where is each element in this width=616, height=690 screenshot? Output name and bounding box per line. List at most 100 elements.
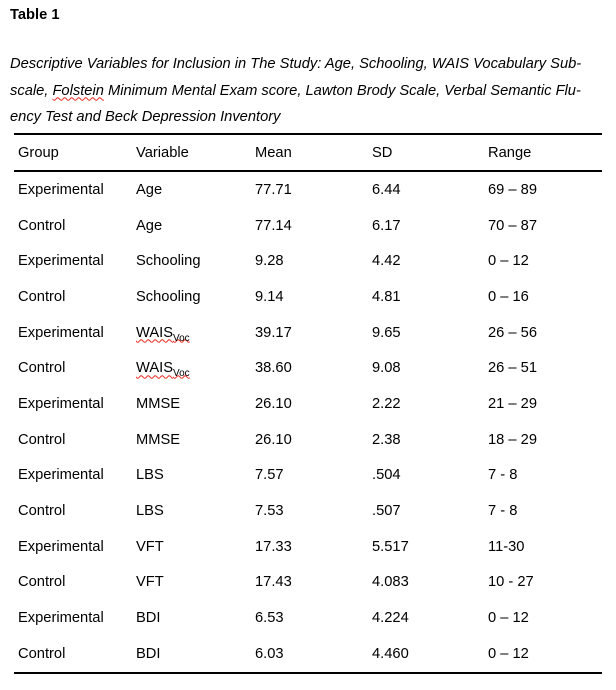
cell-sd: 4.083 (372, 574, 409, 591)
table-row: Control LBS 7.53 .507 7 - 8 (14, 493, 602, 529)
cell-variable: Schooling (136, 288, 201, 305)
table-number-label: Table 1 (10, 7, 60, 23)
table-row: Experimental Age 77.71 6.44 69 – 89 (14, 171, 602, 208)
cell-mean: 6.03 (255, 645, 284, 662)
cell-variable: MMSE (136, 395, 181, 412)
cell-variable: LBS (136, 467, 164, 484)
table-row: Control Schooling 9.14 4.81 0 – 16 (14, 279, 602, 315)
column-header-mean: Mean (251, 134, 368, 172)
cell-range: 7 - 8 (488, 467, 518, 484)
cell-group: Experimental (18, 538, 104, 555)
caption-line-1: Descriptive Variables for Inclusion in T… (10, 56, 582, 72)
cell-group: Experimental (18, 253, 104, 270)
cell-range: 21 – 29 (488, 395, 538, 412)
caption-line-3: ency Test and Beck Depression Inventory (10, 109, 281, 125)
cell-sd: 6.17 (372, 217, 401, 234)
cell-range: 0 – 12 (488, 253, 529, 270)
cell-range: 7 - 8 (488, 503, 518, 520)
cell-variable: MMSE (136, 431, 181, 448)
cell-sd: 9.08 (372, 360, 401, 377)
table-row: Experimental BDI 6.53 4.224 0 – 12 (14, 600, 602, 636)
cell-range: 11-30 (488, 538, 525, 555)
caption-line-2: scale, Folstein Minimum Mental Exam scor… (10, 78, 610, 105)
cell-group: Experimental (18, 324, 104, 341)
table-row: Experimental MMSE 26.10 2.22 21 – 29 (14, 386, 602, 422)
table-row: Experimental Schooling 9.28 4.42 0 – 12 (14, 243, 602, 279)
table-row: Experimental LBS 7.57 .504 7 - 8 (14, 458, 602, 494)
cell-group: Control (18, 574, 66, 591)
table-row: Experimental WAISVoc 39.17 9.65 26 – 56 (14, 315, 602, 351)
caption-line-2-post: Minimum Mental Exam score, Lawton Brody … (103, 82, 581, 99)
cell-range: 0 – 12 (488, 610, 529, 627)
cell-group: Control (18, 431, 66, 448)
cell-range: 0 – 12 (488, 645, 529, 662)
cell-mean: 77.14 (255, 217, 292, 234)
descriptives-table: Group Variable Mean SD Range Experimenta… (14, 133, 602, 674)
cell-group: Control (18, 360, 66, 377)
cell-sd: 4.42 (372, 253, 401, 270)
cell-range: 18 – 29 (488, 431, 538, 448)
table-row: Control Age 77.14 6.17 70 – 87 (14, 208, 602, 244)
cell-variable: VFT (136, 574, 164, 591)
variable-with-subscript: WAISVoc (136, 324, 190, 344)
cell-variable: VFT (136, 538, 164, 555)
cell-range: 26 – 56 (488, 324, 538, 341)
cell-sd: 4.81 (372, 288, 401, 305)
cell-variable: Age (136, 181, 163, 198)
table-row: Control WAISVoc 38.60 9.08 26 – 51 (14, 350, 602, 386)
column-header-range: Range (484, 134, 602, 172)
cell-group: Control (18, 503, 66, 520)
cell-group: Experimental (18, 467, 104, 484)
cell-range: 26 – 51 (488, 360, 538, 377)
cell-group: Experimental (18, 610, 104, 627)
cell-range: 69 – 89 (488, 181, 538, 198)
cell-mean: 26.10 (255, 431, 292, 448)
cell-variable: LBS (136, 503, 164, 520)
table-row: Control MMSE 26.10 2.38 18 – 29 (14, 422, 602, 458)
cell-mean: 77.71 (255, 181, 292, 198)
cell-variable: WAISVoc (132, 315, 251, 351)
variable-with-subscript: WAISVoc (136, 360, 190, 380)
cell-mean: 7.57 (255, 467, 284, 484)
table-row: Experimental VFT 17.33 5.517 11-30 (14, 529, 602, 565)
cell-mean: 9.28 (255, 253, 284, 270)
cell-mean: 38.60 (255, 360, 292, 377)
cell-mean: 9.14 (255, 288, 284, 305)
cell-group: Control (18, 288, 66, 305)
cell-group: Experimental (18, 395, 104, 412)
cell-mean: 17.33 (255, 538, 292, 555)
cell-variable: WAISVoc (132, 350, 251, 386)
column-header-variable: Variable (132, 134, 251, 172)
table-caption: Descriptive Variables for Inclusion in T… (10, 51, 610, 131)
table-header-row: Group Variable Mean SD Range (14, 134, 602, 172)
cell-group: Control (18, 645, 66, 662)
cell-mean: 26.10 (255, 395, 292, 412)
column-header-sd: SD (368, 134, 484, 172)
cell-sd: 9.65 (372, 324, 401, 341)
cell-variable: Age (136, 217, 163, 234)
cell-mean: 17.43 (255, 574, 292, 591)
cell-sd: .507 (372, 503, 401, 520)
cell-group: Control (18, 217, 66, 234)
cell-mean: 7.53 (255, 503, 284, 520)
table-row: Control BDI 6.03 4.460 0 – 12 (14, 636, 602, 673)
cell-variable: BDI (136, 610, 161, 627)
cell-range: 0 – 16 (488, 288, 529, 305)
cell-sd: 2.38 (372, 431, 401, 448)
cell-range: 10 - 27 (488, 574, 534, 591)
cell-variable: BDI (136, 645, 161, 662)
cell-sd: 4.224 (372, 610, 409, 627)
cell-sd: 2.22 (372, 395, 401, 412)
table-row: Control VFT 17.43 4.083 10 - 27 (14, 565, 602, 601)
cell-mean: 6.53 (255, 610, 284, 627)
cell-range: 70 – 87 (488, 217, 538, 234)
column-header-group: Group (14, 134, 132, 172)
caption-line-2-pre: scale, (10, 82, 53, 99)
cell-sd: 5.517 (372, 538, 409, 555)
cell-mean: 39.17 (255, 324, 292, 341)
cell-sd: 6.44 (372, 181, 401, 198)
caption-misspelled-word: Folstein (52, 82, 104, 99)
cell-sd: 4.460 (372, 645, 409, 662)
cell-group: Experimental (18, 181, 104, 198)
